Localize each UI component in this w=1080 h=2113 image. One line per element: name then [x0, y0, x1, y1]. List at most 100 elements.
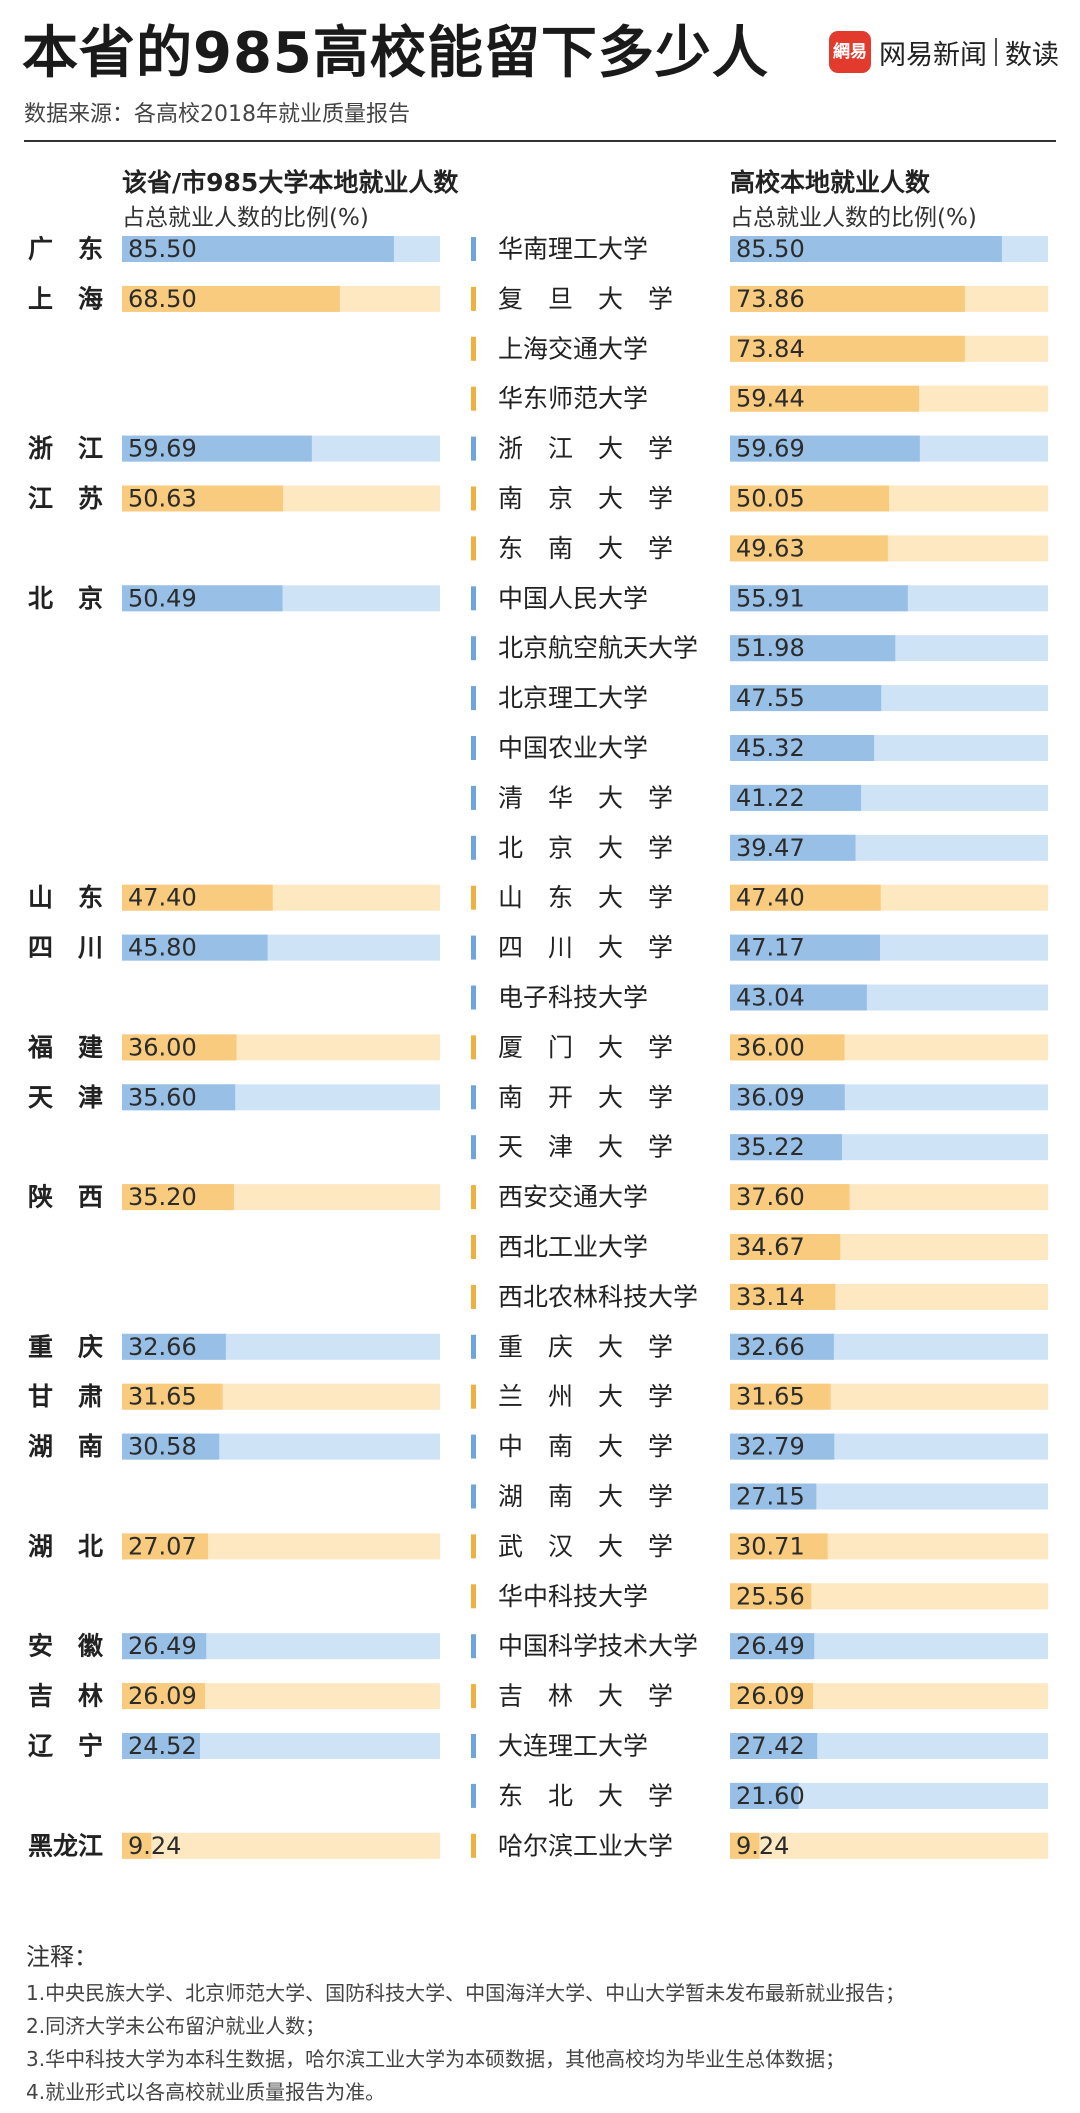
province-label: 辽 宁 [28, 1732, 103, 1761]
university-bar-track [730, 1832, 1048, 1859]
university-value-label: 36.09 [736, 1083, 805, 1111]
university-value-label: 27.42 [736, 1732, 805, 1760]
university-bar [730, 535, 888, 562]
row-marker [471, 1484, 476, 1509]
university-bar [730, 236, 1002, 262]
university-bar [730, 884, 881, 911]
university-label: 湖 南 大 学 [498, 1482, 673, 1511]
province-label: 安 徽 [28, 1632, 104, 1661]
row-marker [471, 636, 476, 661]
bar-charts: 广 东 85.50 上 海 68.50 浙 江 59.69 江 苏 50.63 北 京 50.49… [27, 235, 1048, 1860]
province-value-label: 32.66 [128, 1333, 197, 1361]
row-marker [471, 536, 476, 561]
university-bar [730, 585, 908, 612]
province-bar [122, 1034, 237, 1061]
row-marker [471, 1684, 476, 1709]
university-value-label: 43.04 [736, 984, 805, 1012]
province-bar [122, 1832, 152, 1859]
province-bar [122, 1383, 223, 1410]
province-value-label: 35.60 [128, 1083, 197, 1111]
university-bar [730, 1184, 850, 1211]
university-label: 华中科技大学 [498, 1582, 648, 1611]
row-marker [471, 935, 476, 960]
row-marker [471, 785, 476, 810]
province-label: 福 建 [27, 1033, 103, 1062]
row-marker [471, 436, 476, 461]
university-bar [730, 1782, 799, 1809]
row-marker [471, 1534, 476, 1559]
row-marker [471, 1135, 476, 1160]
province-value-label: 50.49 [128, 584, 197, 612]
university-label: 四 川 大 学 [498, 933, 673, 962]
university-label: 中国人民大学 [498, 584, 648, 613]
province-value-label: 26.09 [128, 1682, 197, 1710]
row-marker [471, 1185, 476, 1210]
left-chart-subtitle: 占总就业人数的比例(%) [122, 205, 369, 231]
university-bar [730, 1084, 845, 1111]
university-bar [730, 1733, 818, 1759]
university-bar [730, 285, 965, 312]
university-label: 复 旦 大 学 [498, 284, 673, 313]
university-value-label: 34.67 [736, 1233, 805, 1261]
note-4: 4.就业形式以各高校就业质量报告为准。 [26, 2080, 386, 2104]
university-value-label: 47.17 [736, 934, 805, 962]
university-value-label: 33.14 [736, 1283, 805, 1311]
note-2: 2.同济大学未公布留沪就业人数； [26, 2014, 326, 2038]
university-bar [730, 784, 862, 811]
university-value-label: 73.84 [736, 335, 805, 363]
university-bar [730, 1134, 842, 1161]
row-marker [471, 386, 476, 411]
university-value-label: 27.15 [736, 1483, 805, 1511]
university-label: 天 津 大 学 [498, 1133, 673, 1162]
province-bar [122, 236, 394, 262]
university-value-label: 41.22 [736, 784, 805, 812]
university-label: 中国农业大学 [498, 734, 648, 763]
university-label: 南 京 大 学 [498, 484, 673, 513]
logo-product-text: 数读 [1005, 39, 1059, 71]
row-marker [471, 885, 476, 910]
province-value-label: 50.63 [128, 485, 197, 513]
university-label: 哈尔滨工业大学 [498, 1831, 673, 1860]
province-value-label: 47.40 [128, 884, 197, 912]
university-label: 东 北 大 学 [498, 1781, 673, 1810]
logo-divider [995, 38, 997, 66]
university-value-label: 55.91 [736, 584, 805, 612]
university-bar [730, 435, 920, 462]
university-value-label: 47.40 [736, 884, 805, 912]
university-label: 西安交通大学 [498, 1183, 648, 1212]
row-marker [471, 1284, 476, 1309]
university-bar [730, 1583, 812, 1610]
province-value-label: 68.50 [128, 285, 197, 313]
province-label: 陕 西 [28, 1183, 103, 1212]
university-bar [730, 1483, 817, 1510]
university-label: 西北农林科技大学 [498, 1282, 698, 1311]
province-bar [122, 1533, 209, 1560]
page-title: 本省的985高校能留下多少人 [22, 21, 769, 86]
row-marker [471, 1734, 476, 1758]
province-label: 上 海 [28, 284, 103, 313]
row-marker [471, 237, 476, 261]
university-label: 中国科学技术大学 [498, 1632, 698, 1661]
university-bar [730, 485, 890, 512]
province-label: 重 庆 [28, 1332, 103, 1361]
university-value-label: 21.60 [736, 1782, 805, 1810]
province-bar [122, 585, 283, 612]
province-label: 吉 林 [28, 1682, 103, 1711]
university-value-label: 51.98 [736, 634, 805, 662]
province-bar [122, 1683, 205, 1710]
university-bar [730, 984, 867, 1011]
university-value-label: 59.44 [736, 385, 805, 413]
university-label: 武 汉 大 学 [498, 1532, 673, 1561]
university-label: 北 京 大 学 [498, 833, 673, 862]
university-label: 北京理工大学 [498, 684, 648, 713]
university-value-label: 49.63 [736, 534, 805, 562]
province-label: 浙 江 [28, 434, 103, 463]
university-label: 西北工业大学 [498, 1233, 648, 1262]
province-label: 四 川 [28, 933, 103, 962]
note-1: 1.中央民族大学、北京师范大学、国防科技大学、中国海洋大学、中山大学暂未发布最新… [26, 1981, 906, 2005]
row-marker [471, 1085, 476, 1110]
netease-logo-icon: 網易 [829, 31, 871, 73]
province-bar-track [122, 1832, 440, 1859]
row-marker [471, 1434, 476, 1459]
province-bar [122, 934, 268, 961]
